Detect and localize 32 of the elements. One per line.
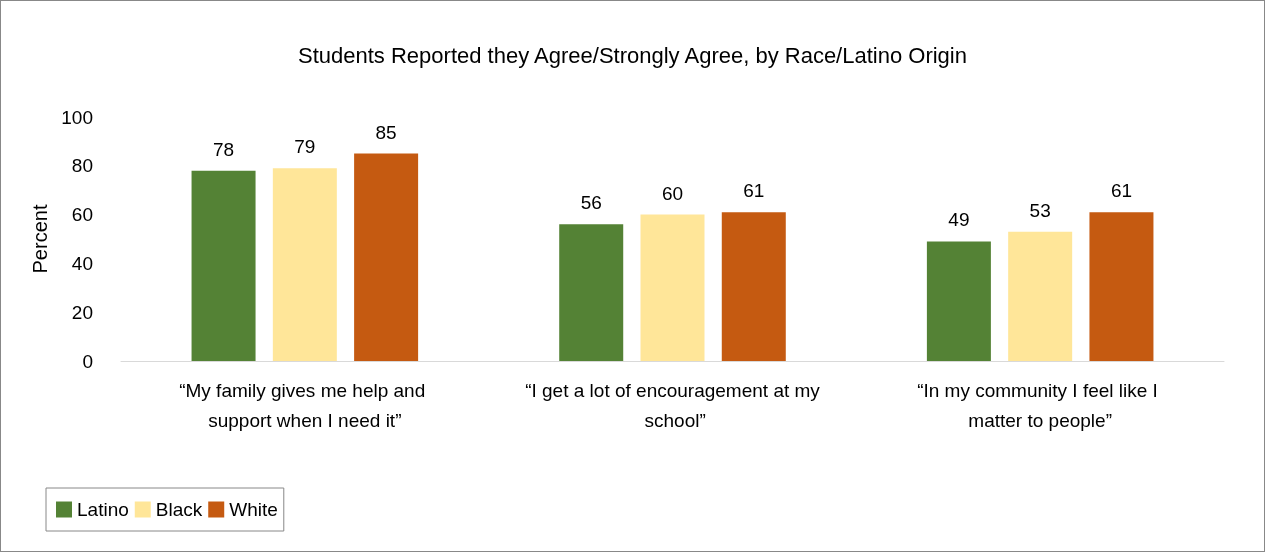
data-label: 56 xyxy=(580,192,602,214)
bar xyxy=(354,153,419,361)
bar xyxy=(926,241,991,361)
x-tick-label: “My family gives me help and support when I need it” xyxy=(179,379,431,431)
y-tick-label: 0 xyxy=(82,350,93,372)
data-label: 78 xyxy=(212,138,235,160)
bar xyxy=(1089,212,1154,361)
chart-title: Students Reported they Agree/Strongly Agree, by Race/Latino Origin xyxy=(298,42,967,68)
y-tick-label: 100 xyxy=(61,106,93,128)
data-label: 85 xyxy=(375,121,397,143)
data-label: 61 xyxy=(743,180,765,202)
data-label: 53 xyxy=(1029,199,1051,221)
y-tick-label: 20 xyxy=(71,301,93,323)
bar xyxy=(640,214,705,361)
y-axis-title: Percent xyxy=(29,204,52,274)
x-tick-label: “In my community I feel like I matter to people” xyxy=(917,379,1164,431)
legend-label: White xyxy=(229,499,278,520)
data-label: 79 xyxy=(294,136,316,158)
data-label: 60 xyxy=(661,182,684,204)
legend-label: Black xyxy=(155,499,203,520)
y-tick-label: 80 xyxy=(71,155,93,177)
bar xyxy=(191,170,256,361)
bar xyxy=(559,224,624,361)
legend-label: Latino xyxy=(77,499,129,520)
data-label: 61 xyxy=(1110,180,1133,202)
bar xyxy=(272,168,337,361)
bar xyxy=(721,212,786,361)
y-tick-label: 40 xyxy=(71,252,93,274)
x-tick-label: “I get a lot of encouragement at my school” xyxy=(525,379,821,431)
bar xyxy=(1008,231,1073,361)
data-label: 49 xyxy=(948,209,970,231)
y-tick-label: 60 xyxy=(71,204,93,226)
